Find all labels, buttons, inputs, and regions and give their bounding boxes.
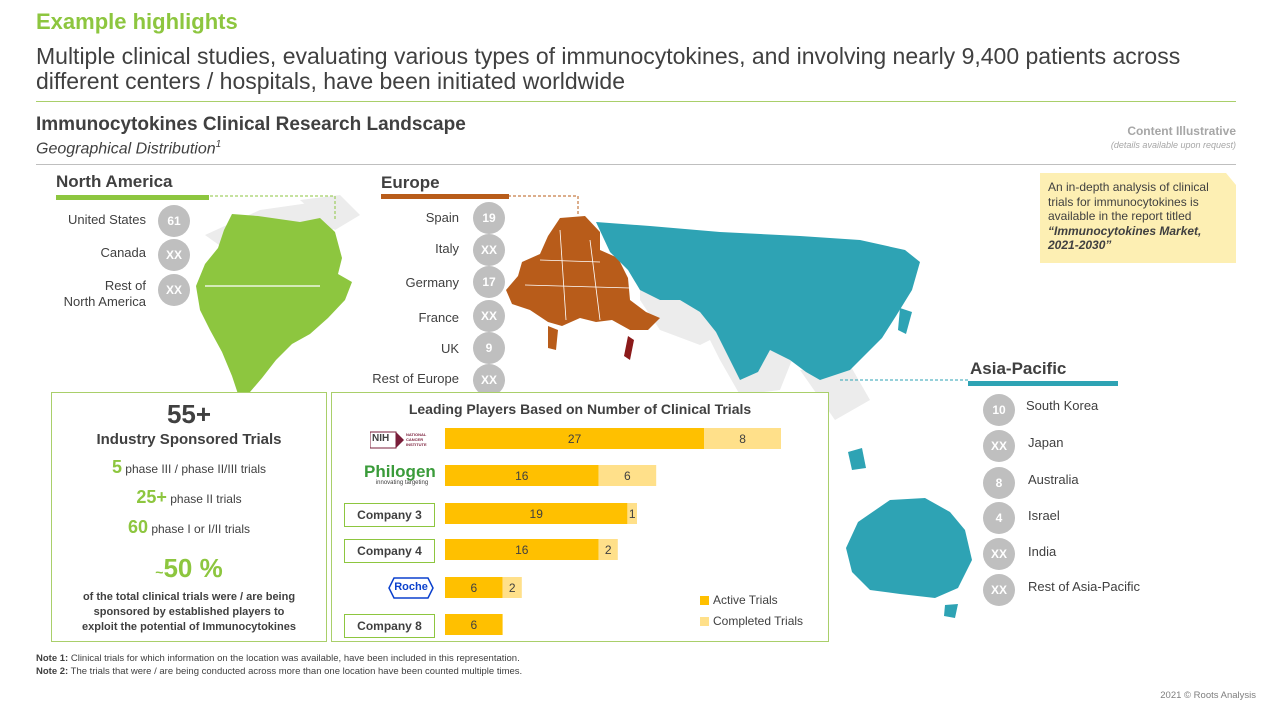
- north-america-underline: [56, 195, 209, 200]
- legend-label-active: Active Trials: [713, 593, 778, 607]
- bar-completed: [704, 428, 781, 449]
- bar-value-label: 16: [515, 469, 529, 483]
- count-circle: XX: [983, 574, 1015, 606]
- leading-players-chart: Leading Players Based on Number of Clini…: [331, 392, 829, 642]
- note-1: Note 1: Clinical trials for which inform…: [36, 653, 520, 664]
- section-title: Immunocytokines Clinical Research Landsc…: [36, 114, 466, 135]
- country-name: Israel: [1028, 508, 1060, 523]
- count-circle: XX: [983, 538, 1015, 570]
- country-name: Germany: [405, 275, 459, 290]
- copyright: 2021 © Roots Analysis: [1160, 690, 1256, 701]
- country-name: Japan: [1028, 435, 1064, 450]
- europe-underline: [381, 194, 509, 199]
- north-america-title: North America: [56, 172, 173, 191]
- asia-pacific-underline: [968, 381, 1118, 386]
- nih-logo: NIH NATIONAL CANCER INSTITUTE: [369, 431, 427, 449]
- company-8-label: Company 8: [344, 614, 435, 638]
- count-circle: XX: [473, 234, 505, 266]
- bar-completed: [627, 503, 637, 524]
- count-circle: XX: [158, 239, 190, 271]
- count-circle: 9: [473, 332, 505, 364]
- bar-active: [445, 503, 628, 524]
- count-circle: 61: [158, 205, 190, 237]
- roche-logo: Roche: [388, 577, 434, 599]
- country-name: Rest of Asia-Pacific: [1028, 579, 1140, 594]
- bar-active: [445, 465, 599, 486]
- company-3-label: Company 3: [344, 503, 435, 527]
- bar-value-label: 8: [739, 432, 746, 446]
- phase1-stat: 60 phase I or I/II trials: [127, 517, 251, 537]
- count-circle: XX: [158, 274, 190, 306]
- australia-shape: [846, 498, 972, 598]
- bar-active: [445, 577, 503, 598]
- bar-value-label: 2: [509, 581, 516, 595]
- legend-swatch-active: [700, 596, 709, 605]
- europe-connector: [508, 195, 579, 215]
- bar-value-label: 6: [470, 618, 477, 632]
- europe-shape: [506, 216, 660, 330]
- count-circle: 8: [983, 467, 1015, 499]
- country-name: France: [418, 310, 459, 325]
- report-callout: An in-depth analysis of clinical trials …: [1040, 173, 1236, 263]
- header-divider: [36, 101, 1236, 102]
- percent-description: of the total clinical trials were / are …: [82, 591, 296, 633]
- count-circle: 17: [473, 266, 505, 298]
- bar-completed: [502, 577, 522, 598]
- country-name: Rest of North America: [63, 278, 146, 309]
- industry-stats-panel: 55+ Industry Sponsored Trials 5 phase II…: [51, 392, 327, 642]
- philogen-logo: Philogen innovating targeting: [364, 462, 436, 486]
- asia-shape: [596, 222, 920, 380]
- bar-completed: [598, 539, 618, 560]
- section-divider: [36, 164, 1236, 165]
- note-2: Note 2: The trials that were / are being…: [36, 666, 523, 677]
- bars-area: 27 8 16 6 19 1 16 2 6 2 6: [445, 428, 781, 635]
- legend-swatch-completed: [700, 617, 709, 626]
- count-circle: 10: [983, 394, 1015, 426]
- count-circle: 19: [473, 202, 505, 234]
- north-america-shape: [196, 214, 352, 394]
- country-name: United States: [67, 212, 146, 227]
- count-circle: XX: [473, 300, 505, 332]
- bar-value-label: 2: [605, 543, 612, 557]
- phase2-stat: 25+ phase II trials: [136, 487, 242, 507]
- bar-value-label: 1: [629, 507, 636, 521]
- bar-active: [445, 428, 705, 449]
- country-name: UK: [440, 341, 459, 356]
- country-name: Rest of Europe: [372, 371, 459, 386]
- sponsored-trials-label: Industry Sponsored Trials: [96, 431, 282, 448]
- chart-title: Leading Players Based on Number of Clini…: [408, 401, 752, 417]
- percent-stat: ~50 %: [155, 553, 223, 583]
- sponsored-trials-count: 55+: [166, 399, 212, 429]
- bar-active: [445, 614, 503, 635]
- count-circle: XX: [473, 364, 505, 396]
- bar-value-label: 6: [470, 581, 477, 595]
- bar-value-label: 6: [624, 469, 631, 483]
- content-illustrative: Content Illustrative (details available …: [1110, 124, 1236, 150]
- section-subtitle: Geographical Distribution1: [36, 139, 222, 158]
- asia-pacific-title: Asia-Pacific: [970, 359, 1067, 378]
- page-title: Example highlights: [36, 9, 238, 34]
- country-name: Australia: [1028, 472, 1079, 487]
- country-name: Spain: [425, 210, 459, 225]
- country-name: Canada: [100, 245, 146, 260]
- count-circle: 4: [983, 502, 1015, 534]
- company-4-label: Company 4: [344, 539, 435, 563]
- europe-title: Europe: [381, 173, 440, 192]
- country-name: Italy: [435, 241, 459, 256]
- bar-value-label: 27: [568, 432, 582, 446]
- na-connector: [210, 195, 336, 220]
- bar-value-label: 19: [530, 507, 544, 521]
- count-circle: XX: [983, 430, 1015, 462]
- bar-active: [445, 539, 599, 560]
- page-subtitle: Multiple clinical studies, evaluating va…: [36, 43, 1181, 94]
- legend-label-completed: Completed Trials: [713, 614, 804, 628]
- country-name: India: [1028, 544, 1057, 559]
- bar-value-label: 16: [515, 543, 529, 557]
- phase3-stat: 5 phase III / phase II/III trials: [111, 457, 267, 477]
- country-name: South Korea: [1026, 398, 1099, 413]
- bar-completed: [598, 465, 657, 486]
